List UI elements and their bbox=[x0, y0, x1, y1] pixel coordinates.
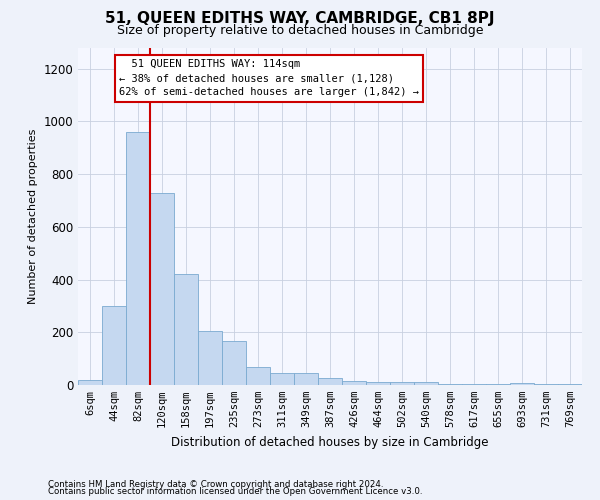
Bar bbox=[438, 384, 462, 385]
Bar bbox=[534, 384, 558, 385]
Bar bbox=[270, 373, 294, 385]
Bar bbox=[390, 382, 414, 385]
Bar bbox=[102, 306, 126, 385]
Bar bbox=[150, 192, 174, 385]
Bar bbox=[366, 382, 390, 385]
Bar bbox=[342, 381, 366, 385]
Bar bbox=[510, 383, 534, 385]
Bar bbox=[462, 384, 486, 385]
X-axis label: Distribution of detached houses by size in Cambridge: Distribution of detached houses by size … bbox=[171, 436, 489, 448]
Bar bbox=[294, 373, 318, 385]
Bar bbox=[222, 342, 246, 385]
Text: Size of property relative to detached houses in Cambridge: Size of property relative to detached ho… bbox=[117, 24, 483, 37]
Bar bbox=[558, 384, 582, 385]
Bar bbox=[198, 331, 222, 385]
Bar bbox=[246, 366, 270, 385]
Text: 51, QUEEN EDITHS WAY, CAMBRIDGE, CB1 8PJ: 51, QUEEN EDITHS WAY, CAMBRIDGE, CB1 8PJ bbox=[105, 11, 495, 26]
Bar bbox=[486, 384, 510, 385]
Bar bbox=[414, 382, 438, 385]
Text: Contains HM Land Registry data © Crown copyright and database right 2024.: Contains HM Land Registry data © Crown c… bbox=[48, 480, 383, 489]
Bar bbox=[174, 274, 198, 385]
Text: 51 QUEEN EDITHS WAY: 114sqm
← 38% of detached houses are smaller (1,128)
62% of : 51 QUEEN EDITHS WAY: 114sqm ← 38% of det… bbox=[119, 60, 419, 98]
Bar bbox=[318, 378, 342, 385]
Bar bbox=[78, 380, 102, 385]
Y-axis label: Number of detached properties: Number of detached properties bbox=[28, 128, 38, 304]
Text: Contains public sector information licensed under the Open Government Licence v3: Contains public sector information licen… bbox=[48, 487, 422, 496]
Bar bbox=[126, 132, 150, 385]
